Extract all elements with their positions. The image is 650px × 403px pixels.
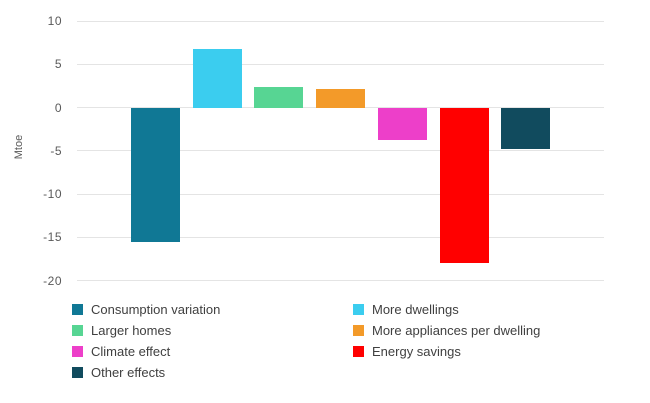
y-tick-label--15: -15 xyxy=(43,230,62,245)
gridline--20 xyxy=(77,280,604,282)
bar-larger-homes xyxy=(254,86,304,108)
legend-label: Energy savings xyxy=(372,344,461,359)
legend-label: Climate effect xyxy=(91,344,171,359)
legend-swatch-energy-savings xyxy=(353,346,364,357)
bar-climate-effect xyxy=(377,107,427,140)
legend-swatch-more-appliances-per-dwelling xyxy=(353,325,364,336)
gridline--5 xyxy=(77,150,604,152)
legend-item-more-appliances-per-dwelling: More appliances per dwelling xyxy=(353,320,540,341)
y-tick-label-0: 0 xyxy=(54,100,62,115)
bar-more-appliances-per-dwelling xyxy=(316,88,366,108)
legend-item-larger-homes: Larger homes xyxy=(72,320,171,341)
y-tick-label--20: -20 xyxy=(43,273,62,288)
gridline--15 xyxy=(77,236,604,238)
legend-swatch-more-dwellings xyxy=(353,304,364,315)
legend-item-climate-effect: Climate effect xyxy=(72,341,170,362)
legend-label: More dwellings xyxy=(372,302,459,317)
legend-item-other-effects: Other effects xyxy=(72,362,165,383)
bar-energy-savings xyxy=(439,107,489,264)
bar-other-effects xyxy=(501,107,551,150)
gridline--10 xyxy=(77,193,604,195)
bar-consumption-variation xyxy=(130,107,180,242)
y-tick-label-10: 10 xyxy=(47,14,62,29)
gridline-5 xyxy=(77,63,604,65)
gridline-10 xyxy=(77,20,604,22)
legend-label: Larger homes xyxy=(91,323,172,338)
y-tick-label--5: -5 xyxy=(50,143,62,158)
legend-swatch-climate-effect xyxy=(72,346,83,357)
legend-label: More appliances per dwelling xyxy=(372,323,541,338)
y-tick-label--10: -10 xyxy=(43,187,62,202)
legend-swatch-other-effects xyxy=(72,367,83,378)
legend-label: Consumption variation xyxy=(91,302,221,317)
legend-label: Other effects xyxy=(91,365,166,380)
legend-item-consumption-variation: Consumption variation xyxy=(72,299,220,320)
gridline-0 xyxy=(77,107,604,109)
legend-swatch-larger-homes xyxy=(72,325,83,336)
y-tick-label-5: 5 xyxy=(54,57,62,72)
legend-swatch-consumption-variation xyxy=(72,304,83,315)
legend-item-more-dwellings: More dwellings xyxy=(353,299,459,320)
legend-item-energy-savings: Energy savings xyxy=(353,341,461,362)
bar-more-dwellings xyxy=(192,48,242,108)
